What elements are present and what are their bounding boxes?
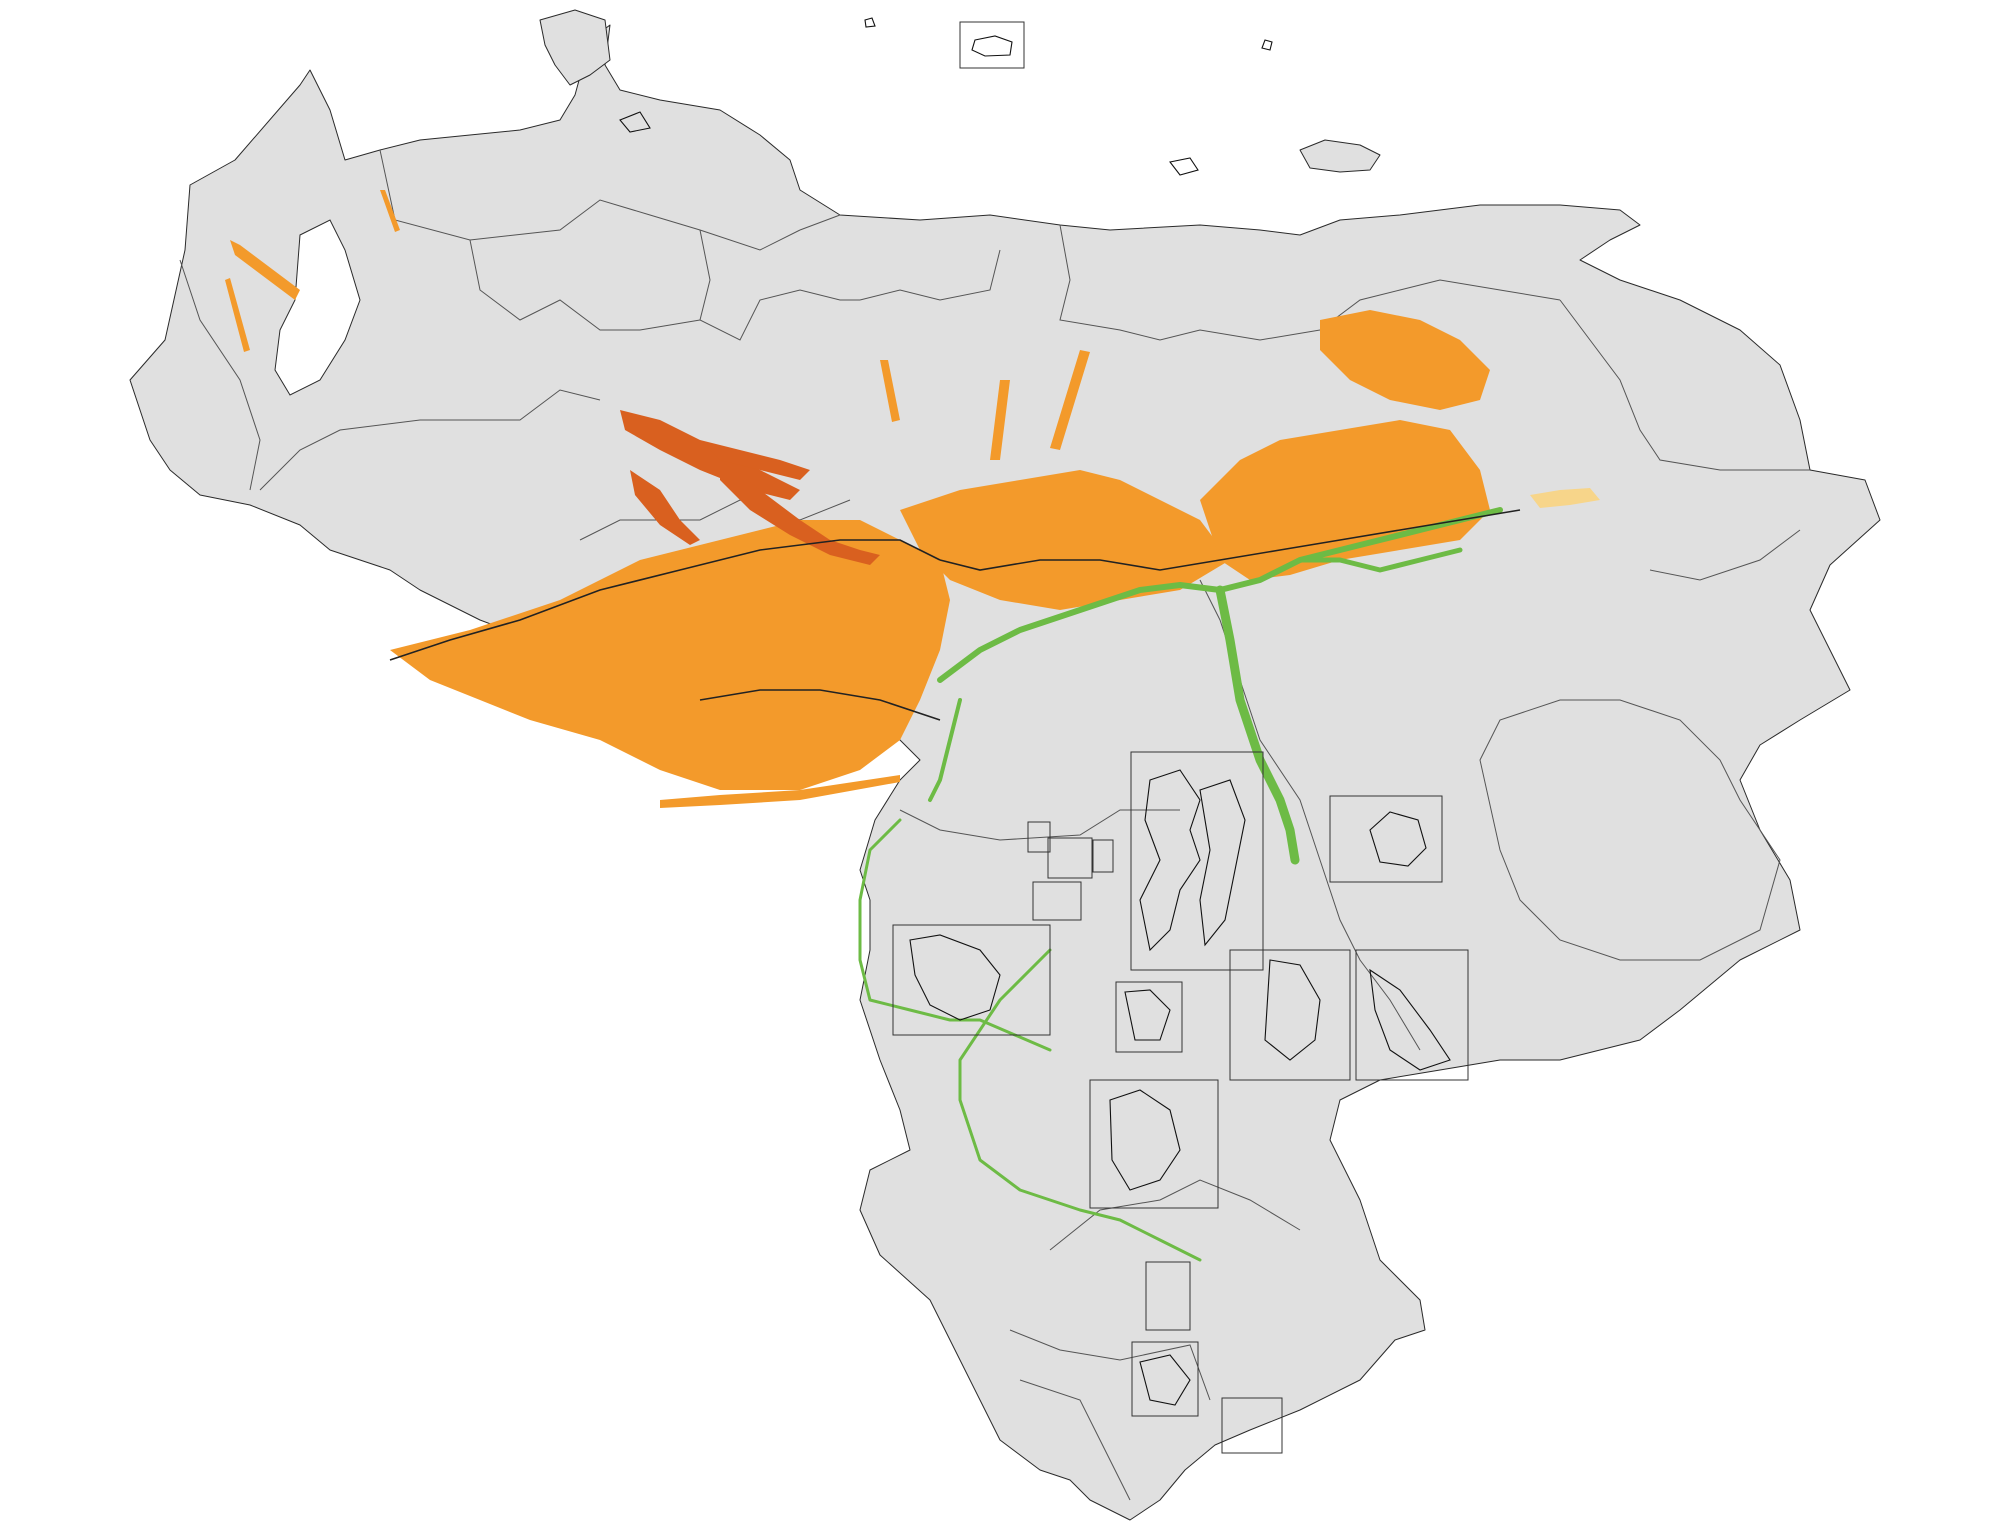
border-6 bbox=[579, 499, 851, 541]
dark-orange-patch-4 bbox=[630, 470, 700, 545]
inset-frames bbox=[892, 751, 1469, 1454]
tepui-outline-6 bbox=[1369, 968, 1451, 1071]
green-caroni-branch bbox=[1215, 585, 1300, 865]
island-small-2 bbox=[619, 111, 651, 133]
river-arauca bbox=[699, 689, 941, 721]
frame-12 bbox=[1145, 1261, 1191, 1331]
border-17 bbox=[179, 259, 261, 491]
tepui-outline-2 bbox=[1199, 779, 1246, 947]
border-1 bbox=[379, 149, 801, 251]
orange-patch-northeast bbox=[1320, 310, 1490, 410]
orange-streak-southwest bbox=[660, 775, 900, 808]
tepui-outline-5 bbox=[1264, 959, 1321, 1061]
border-9 bbox=[1559, 299, 1810, 471]
tepui-outline-7 bbox=[1124, 989, 1171, 1041]
border-4 bbox=[799, 214, 1001, 301]
border-13 bbox=[1049, 1179, 1301, 1251]
frame-3 bbox=[1229, 949, 1351, 1081]
island-inset-shape bbox=[971, 35, 1013, 57]
tepui-outline-1 bbox=[1139, 769, 1201, 952]
frame-13 bbox=[1131, 1341, 1199, 1417]
layer-orange-floodplain bbox=[225, 190, 1490, 808]
tepui-outline-9 bbox=[1139, 1354, 1191, 1406]
border-10 bbox=[899, 809, 1180, 841]
green-south-branch bbox=[958, 948, 1202, 1262]
frame-1 bbox=[1130, 751, 1264, 971]
orange-patch-west bbox=[390, 520, 950, 790]
mainland-outline bbox=[129, 24, 1881, 1521]
border-5 bbox=[259, 389, 601, 491]
state-borders bbox=[179, 149, 1810, 1501]
green-west-branch bbox=[928, 698, 962, 802]
river-apure bbox=[389, 539, 941, 661]
frame-4 bbox=[1355, 949, 1469, 1081]
inset-frame-islands bbox=[959, 21, 1025, 69]
island-small-4 bbox=[864, 17, 876, 28]
tepui-outline-8 bbox=[1109, 1089, 1181, 1191]
peninsula-paraguana bbox=[539, 9, 611, 86]
island-small-1 bbox=[1169, 157, 1199, 176]
frame-2 bbox=[1329, 795, 1443, 883]
border-16 bbox=[1649, 529, 1801, 581]
green-southwest-branch bbox=[858, 818, 1052, 1052]
frame-14 bbox=[1221, 1397, 1283, 1454]
frame-7 bbox=[1089, 1079, 1219, 1209]
island-small-3 bbox=[1261, 39, 1273, 51]
border-3 bbox=[699, 229, 860, 341]
dark-orange-patch-2 bbox=[700, 440, 810, 480]
layer-green-riparian bbox=[858, 507, 1503, 1262]
frame-8 bbox=[1047, 837, 1093, 879]
tepui-outline-3 bbox=[1369, 811, 1427, 867]
country-landmass bbox=[129, 9, 1881, 1521]
frame-6 bbox=[1115, 981, 1183, 1053]
tepui-outline-4 bbox=[909, 934, 1001, 1021]
orange-patch-central bbox=[900, 470, 1230, 610]
frame-10 bbox=[1032, 881, 1082, 921]
border-7 bbox=[1059, 224, 1321, 341]
dark-orange-patch-3 bbox=[720, 460, 880, 565]
river-orinoco-north bbox=[939, 509, 1521, 571]
light-yellow-patch bbox=[1530, 488, 1600, 508]
border-2 bbox=[469, 239, 701, 331]
border-8 bbox=[1319, 279, 1561, 331]
border-14 bbox=[1009, 1329, 1211, 1401]
orange-patch-east bbox=[1200, 420, 1490, 580]
dark-orange-patch-1 bbox=[620, 410, 800, 500]
lake-maracaibo bbox=[274, 219, 361, 396]
frame-11 bbox=[1027, 821, 1051, 853]
frame-9 bbox=[1092, 839, 1114, 873]
green-orinoco-main bbox=[937, 507, 1503, 683]
island-margarita bbox=[1299, 139, 1381, 173]
border-12 bbox=[1479, 699, 1781, 961]
frame-5 bbox=[892, 924, 1051, 1036]
orange-streaks-nw bbox=[225, 190, 400, 352]
green-delta-branch bbox=[1297, 547, 1463, 573]
border-15 bbox=[1019, 1379, 1131, 1501]
layer-dark-orange-floodplain bbox=[620, 410, 880, 565]
dark-rivers bbox=[389, 509, 1521, 721]
